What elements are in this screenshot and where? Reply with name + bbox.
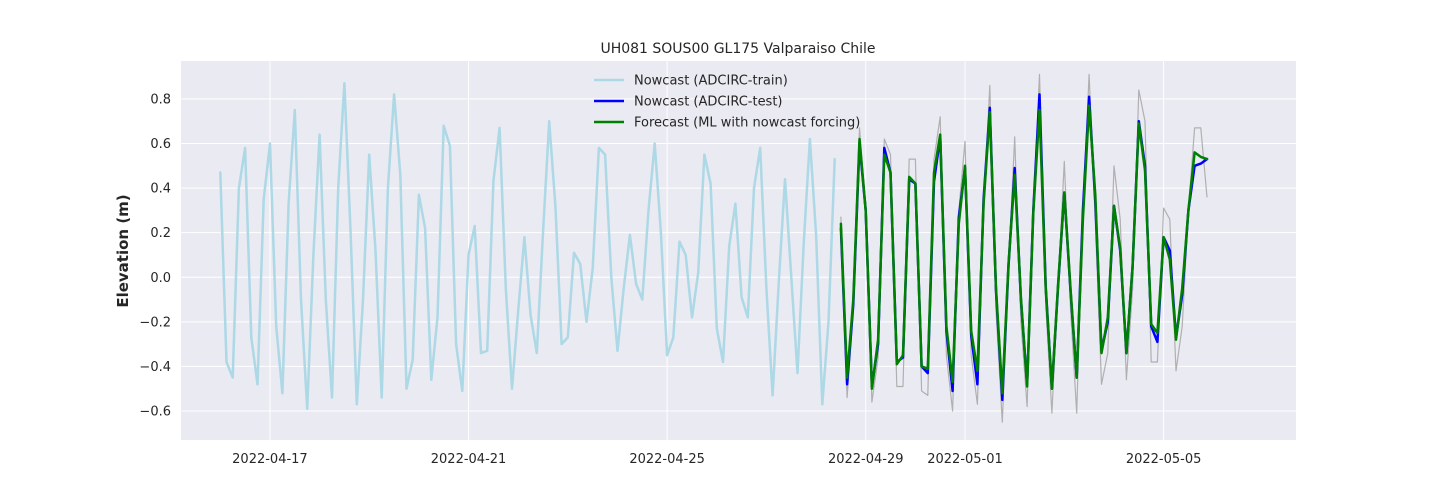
y-tick-label: −0.4 bbox=[139, 360, 171, 375]
series-lines bbox=[219, 73, 1209, 423]
series-line-nowcast-adcirc-train bbox=[219, 82, 836, 411]
y-tick-label: −0.2 bbox=[139, 315, 171, 330]
x-tick-label: 2022-04-17 bbox=[232, 452, 308, 467]
x-tick-label: 2022-04-25 bbox=[629, 452, 705, 467]
y-tick-label: 0.2 bbox=[150, 226, 171, 241]
legend-label: Nowcast (ADCIRC-test) bbox=[634, 95, 783, 110]
x-tick-label: 2022-05-01 bbox=[927, 452, 1003, 467]
y-axis-label: Elevation (m) bbox=[114, 194, 132, 307]
legend-label: Nowcast (ADCIRC-train) bbox=[634, 74, 788, 89]
legend: Nowcast (ADCIRC-train) Nowcast (ADCIRC-te… bbox=[594, 74, 860, 131]
y-tick-label: 0.4 bbox=[150, 182, 171, 197]
y-tick-label: 0.0 bbox=[150, 271, 171, 286]
y-axis-ticks: −0.6 −0.4 −0.2 0.0 0.2 0.4 0.6 0.8 bbox=[139, 92, 171, 419]
series-line-observed bbox=[840, 73, 1208, 423]
y-tick-label: 0.8 bbox=[150, 92, 171, 107]
x-tick-label: 2022-05-05 bbox=[1126, 452, 1202, 467]
legend-label: Forecast (ML with nowcast forcing) bbox=[634, 116, 860, 131]
x-tick-label: 2022-04-29 bbox=[828, 452, 904, 467]
y-tick-label: 0.6 bbox=[150, 137, 171, 152]
series-line-forecast-ml-with-nowcast-forcing bbox=[839, 104, 1209, 395]
x-axis-ticks: 2022-04-17 2022-04-21 2022-04-25 2022-04-29… bbox=[232, 452, 1201, 467]
y-tick-label: −0.6 bbox=[139, 405, 171, 420]
chart-title: UH081 SOUS00 GL175 Valparaiso Chile bbox=[600, 41, 875, 57]
x-tick-label: 2022-04-21 bbox=[431, 452, 507, 467]
